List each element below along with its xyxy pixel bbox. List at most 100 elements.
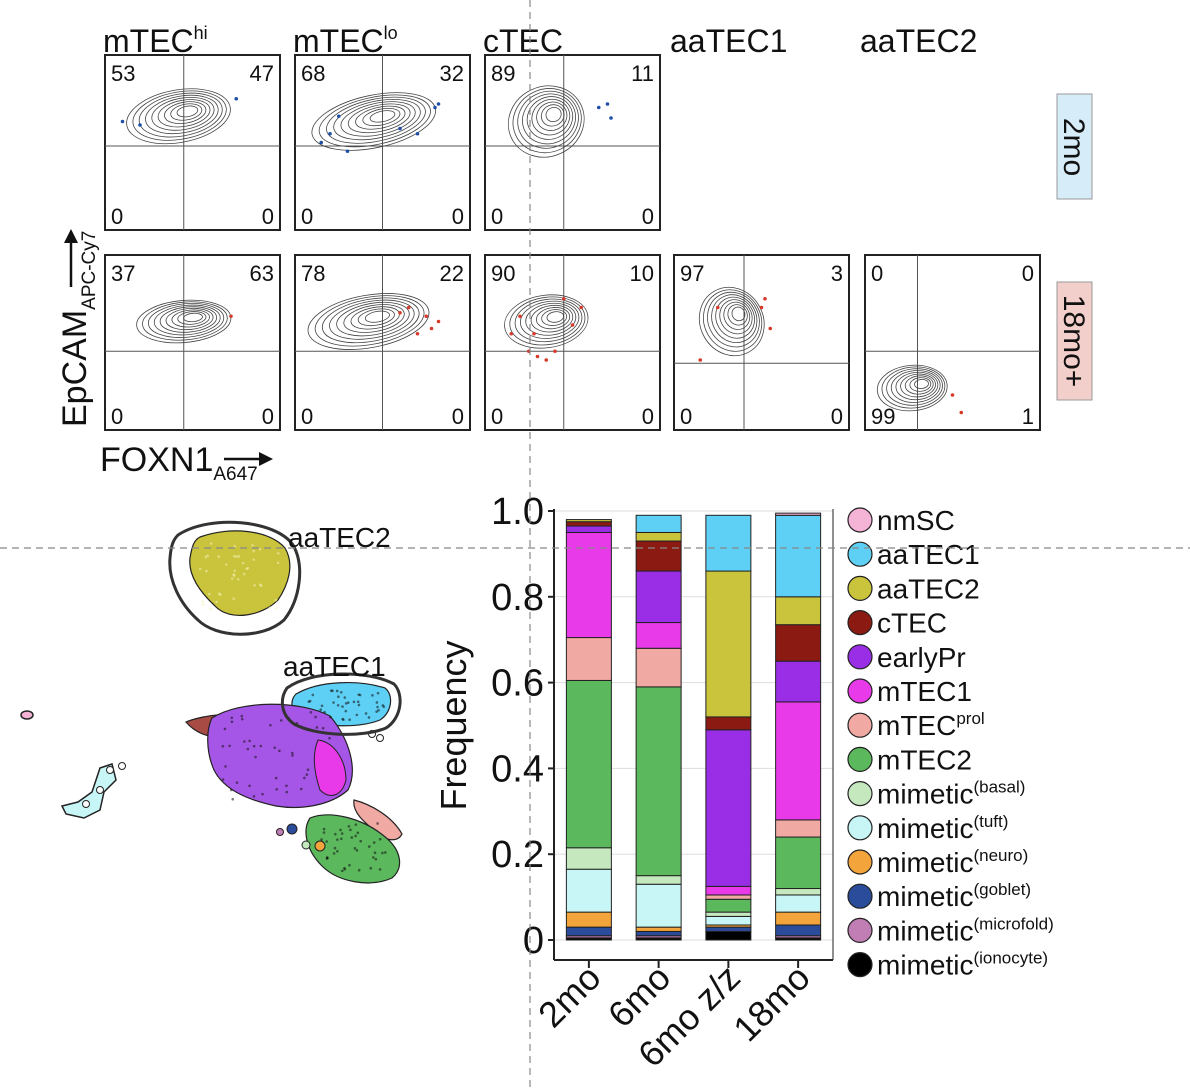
facs-contour-line	[362, 107, 401, 127]
bar-segment-1-4	[635, 883, 682, 928]
umap-cell	[381, 704, 385, 707]
facs-event-dot	[759, 305, 764, 310]
facs-event-dot	[570, 323, 575, 327]
umap-cell	[209, 607, 212, 611]
facs-event-dot	[406, 305, 411, 310]
legend-swatch	[847, 644, 873, 670]
facs-event-dot	[509, 331, 514, 336]
facs-column-headers: mTEChi mTEClo cTEC aaTEC1 aaTEC2	[103, 23, 977, 59]
umap-cell	[367, 845, 371, 848]
facs-col-header-mteclo: mTEClo	[293, 23, 398, 59]
bar-segment-0-2	[565, 926, 612, 937]
umap-cell	[322, 827, 326, 831]
facs-quadrant-bl: 0	[111, 404, 123, 429]
legend-label: mimetic(goblet)	[877, 880, 1031, 912]
umap-cell	[303, 776, 306, 780]
y-tick-label: 0.6	[491, 663, 544, 705]
facs-contour-line	[171, 309, 210, 328]
facs-contour-line	[157, 99, 211, 128]
umap-cell	[375, 701, 379, 704]
facs-contour-line	[142, 301, 228, 341]
facs-contour-line	[307, 293, 430, 350]
facs-contour-line	[326, 96, 426, 144]
facs-contour-line	[343, 304, 405, 333]
facs-contour-line	[881, 366, 946, 409]
legend-item: mimetic(basal)	[847, 778, 1025, 810]
umap-cell	[276, 551, 280, 555]
bar-segment-1-11	[635, 531, 682, 542]
umap-cell	[344, 709, 348, 713]
facs-event-dot	[532, 331, 536, 336]
umap-cell	[223, 727, 227, 731]
facs-contour-line	[909, 377, 932, 392]
facs-contour-line	[507, 85, 585, 158]
umap-cell	[275, 606, 279, 610]
umap-cell	[275, 787, 279, 791]
legend-item: mimetic(ionocyte)	[847, 949, 1048, 981]
umap-cell	[198, 567, 202, 571]
facs-x-axis-label: FOXN1A647	[100, 441, 273, 485]
umap-cell	[254, 755, 257, 759]
facs-contour-line	[347, 103, 411, 134]
umap-cluster-mimetic-basal	[301, 840, 311, 850]
legend-item: mimetic(tuft)	[847, 812, 1008, 844]
umap-cell	[339, 690, 343, 694]
umap-cell	[315, 726, 319, 729]
umap-outlier-cell	[106, 766, 114, 774]
umap-cell	[341, 705, 344, 708]
y-tick-label: 0.8	[491, 577, 544, 619]
facs-event-dot	[319, 140, 324, 145]
umap-cell	[232, 597, 236, 600]
umap-cell	[319, 708, 323, 712]
facs-contour-line	[531, 98, 571, 136]
umap-cell	[367, 716, 371, 719]
facs-event-dot	[138, 123, 142, 127]
umap-cell	[221, 778, 225, 781]
facs-contour-line	[727, 304, 748, 326]
umap-cell	[285, 784, 288, 788]
facs-event-dot	[415, 131, 420, 136]
umap-cell	[356, 700, 360, 704]
umap-cell	[353, 847, 357, 850]
bar-segment-3-12	[775, 514, 822, 598]
facs-event-dot	[579, 305, 584, 310]
bar-segment-1-5	[635, 875, 682, 885]
umap-cell	[306, 768, 310, 771]
facs-event-dot	[433, 105, 437, 110]
umap-cell	[233, 545, 237, 548]
umap-cell	[299, 787, 303, 791]
facs-quadrant-br: 0	[262, 404, 274, 429]
umap-cell	[246, 747, 250, 751]
facs-contour-line	[170, 103, 203, 121]
umap-cluster-mimetic-microfold	[276, 828, 284, 836]
x-tick-label: 2mo	[530, 957, 609, 1036]
facs-panel-1-0: 37 63 0 0	[104, 254, 281, 431]
facs-contour-line	[536, 101, 568, 131]
umap-cell	[241, 561, 245, 565]
facs-contour-line	[698, 286, 765, 357]
bar-segment-3-8	[775, 701, 822, 821]
facs-contour-line	[177, 311, 207, 325]
row-label-18mo-box	[1056, 281, 1093, 401]
umap-cell	[243, 740, 246, 743]
umap-outline-aatec2	[168, 520, 302, 636]
bar-segment-0-11	[565, 519, 612, 523]
umap-cell	[355, 849, 359, 852]
umap-cell	[340, 832, 344, 835]
legend-item: mimetic(goblet)	[847, 880, 1031, 912]
umap-cell	[232, 573, 235, 577]
facs-contour-line	[731, 306, 746, 322]
umap-cluster-aatec2	[189, 530, 291, 616]
umap-cell	[252, 549, 256, 553]
umap-cell	[373, 851, 377, 855]
umap-cell	[334, 832, 337, 836]
legend-label: earlyPr	[877, 642, 966, 673]
facs-event-dot	[345, 149, 350, 154]
legend-swatch	[847, 815, 873, 841]
bar-segment-2-10	[705, 716, 752, 731]
umap-cell	[291, 754, 294, 757]
bar-segment-2-11	[705, 570, 752, 718]
facs-quadrant-tr: 63	[250, 261, 274, 286]
umap-cell	[206, 554, 209, 557]
